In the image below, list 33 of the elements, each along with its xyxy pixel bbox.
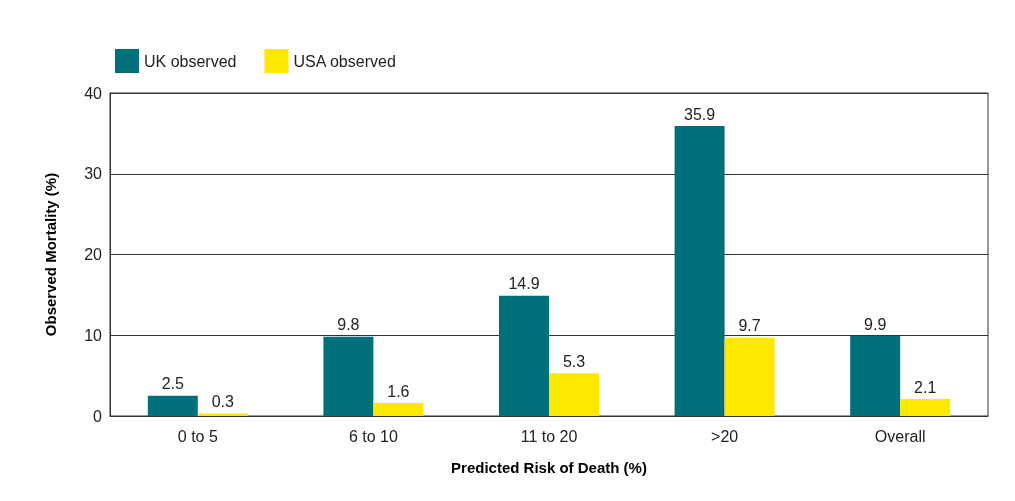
bar — [850, 336, 901, 416]
bar — [900, 399, 951, 416]
data-label: 9.8 — [337, 316, 360, 334]
legend-label: USA observed — [293, 52, 396, 70]
bar — [549, 373, 599, 416]
bar — [499, 295, 549, 416]
bar — [674, 126, 725, 416]
data-label: 5.3 — [562, 352, 586, 370]
y-tick-label: 20 — [84, 246, 103, 263]
data-label: 9.7 — [738, 317, 761, 335]
y-tick-label: 30 — [84, 165, 103, 183]
y-tick-label: 0 — [93, 407, 103, 425]
data-label: 1.6 — [387, 382, 410, 400]
legend-label: UK observed — [144, 52, 237, 70]
y-tick-label: 10 — [84, 326, 103, 344]
bar — [724, 337, 775, 416]
x-tick-label: 6 to 10 — [348, 427, 398, 445]
x-tick-label: 11 to 20 — [520, 427, 578, 445]
bar — [373, 403, 424, 416]
data-label: 2.1 — [914, 378, 937, 396]
x-tick-label: Overall — [874, 427, 926, 445]
bar — [147, 395, 198, 416]
data-label: 14.9 — [508, 275, 540, 293]
y-axis-title: Observed Mortality (%) — [42, 172, 59, 337]
x-axis-title: Predicted Risk of Death (%) — [451, 459, 647, 476]
data-label: 9.9 — [864, 315, 887, 333]
y-tick-label: 40 — [84, 84, 103, 102]
x-tick-label: 0 to 5 — [177, 427, 218, 445]
data-label: 2.5 — [161, 375, 185, 393]
data-label: 0.3 — [211, 393, 235, 411]
data-label: 35.9 — [684, 105, 716, 123]
x-tick-label: >20 — [711, 427, 739, 445]
bar — [323, 336, 374, 416]
